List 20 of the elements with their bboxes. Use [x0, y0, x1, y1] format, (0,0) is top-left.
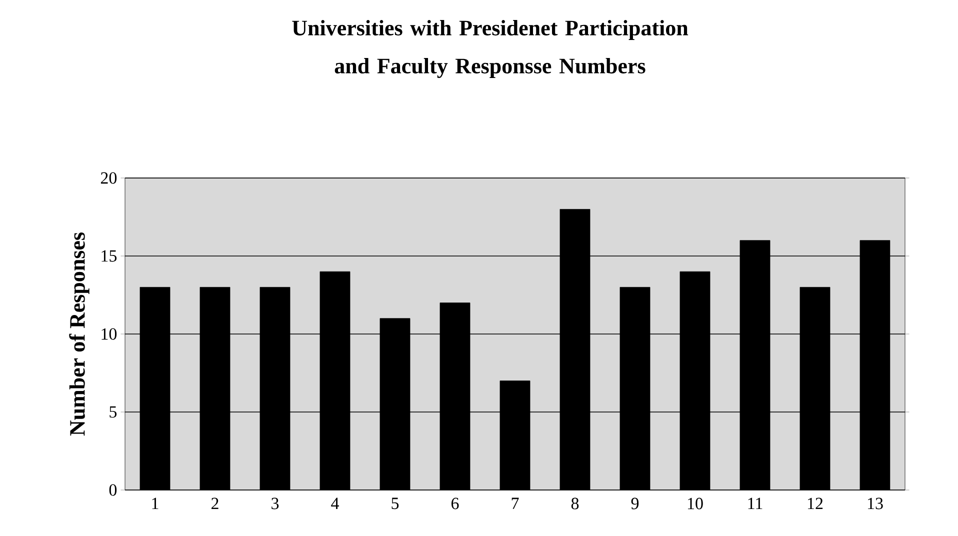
x-tick-label: 9: [631, 498, 639, 510]
x-tick-label: 11: [748, 498, 762, 510]
y-axis-title: Number of Responses: [69, 232, 90, 436]
x-tick-label: 1: [152, 498, 158, 510]
x-tick-label: 5: [392, 498, 399, 510]
x-tick-label: 13: [868, 498, 883, 510]
x-tick-label: 12: [808, 498, 823, 510]
y-tick-label: 0: [109, 484, 117, 496]
chart-title: Universities with Presidenet Participation and Faculty Responsse Numbers: [292, 20, 688, 78]
y-tick-label: 15: [102, 250, 117, 262]
x-tick-label: 3: [272, 498, 279, 510]
x-tick-label: 2: [212, 498, 218, 510]
y-tick-label: 20: [100, 172, 117, 184]
x-tick-label: 6: [451, 498, 459, 510]
y-tick-label: 10: [102, 328, 117, 340]
y-tick-label: 5: [110, 406, 117, 418]
x-tick-label: 8: [571, 498, 579, 510]
x-tick-label: 4: [331, 498, 339, 509]
x-tick-label: 10: [688, 498, 703, 510]
x-tick-label: 7: [512, 498, 519, 509]
